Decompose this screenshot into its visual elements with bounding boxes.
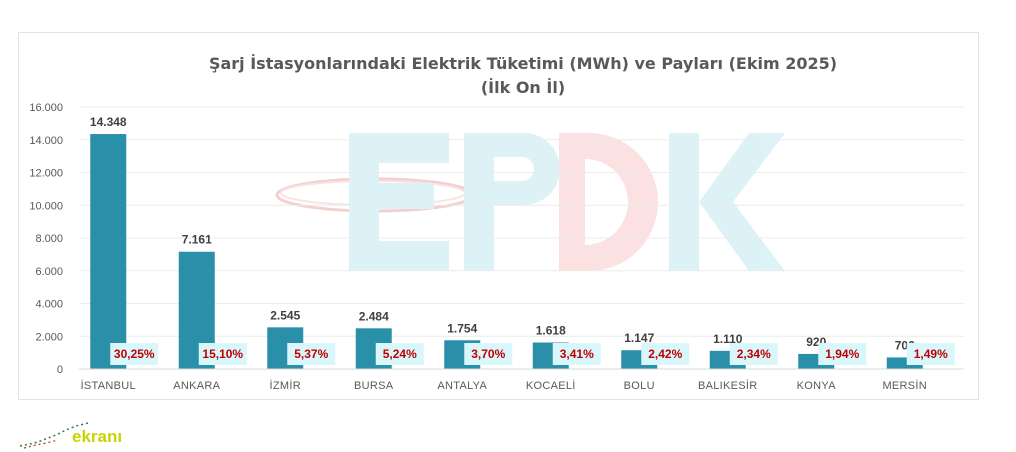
share-label: 1,49% (914, 347, 948, 361)
share-label-box (641, 343, 690, 365)
category-label: KOCAELİ (526, 379, 576, 392)
share-label-box (287, 343, 336, 365)
share-label-box (552, 343, 601, 365)
value-label: 2.484 (359, 309, 389, 323)
share-label-box (729, 343, 778, 365)
value-label: 1.754 (447, 321, 477, 335)
logo-text: ekranı (72, 427, 122, 446)
share-label-box (906, 343, 955, 365)
bar-chart: Şarj İstasyonlarındaki Elektrik Tüketimi… (29, 54, 964, 392)
data-labels: 14.348 30,25% 7.161 15,10% 2.545 5,37% 2.484 5,… (90, 115, 955, 365)
chart-frame: Şarj İstasyonlarındaki Elektrik Tüketimi… (18, 32, 979, 400)
share-label: 15,10% (202, 347, 243, 361)
y-tick-label: 16.000 (29, 102, 63, 114)
category-label: BOLU (624, 380, 655, 392)
value-label: 14.348 (90, 115, 127, 129)
y-tick-label: 0 (57, 364, 63, 376)
share-label-box (818, 343, 867, 365)
category-label: ANTALYA (437, 380, 487, 392)
value-label: 1.618 (536, 324, 566, 338)
value-label: 1.147 (624, 331, 654, 345)
value-label: 7.161 (182, 233, 212, 247)
category-label: İZMİR (270, 379, 301, 392)
category-label: İSTANBUL (81, 379, 136, 392)
y-tick-label: 8.000 (35, 233, 63, 245)
y-tick-label: 2.000 (35, 331, 63, 343)
share-label: 3,41% (560, 347, 594, 361)
category-label: BURSA (354, 380, 394, 392)
value-label: 2.545 (270, 308, 300, 322)
bar (886, 357, 923, 369)
share-label: 2,34% (737, 347, 771, 361)
gridlines (79, 106, 964, 337)
category-label: BALIKESİR (698, 379, 758, 392)
x-axis: İSTANBUL ANKARA İZMİR BURSA ANTALYA KOCAELİ BO… (81, 379, 927, 392)
y-tick-label: 10.000 (29, 200, 63, 212)
share-label: 3,70% (471, 347, 505, 361)
chart-title: Şarj İstasyonlarındaki Elektrik Tüketimi… (209, 54, 837, 73)
value-label: 1.110 (713, 332, 743, 346)
share-label: 1,94% (825, 347, 859, 361)
share-label: 5,37% (294, 347, 328, 361)
y-tick-label: 6.000 (35, 266, 63, 278)
y-axis: 0 2.000 4.000 6.000 8.000 10.000 12.000 14.000 1… (29, 102, 63, 376)
chart-subtitle: (İlk On İl) (481, 78, 565, 97)
category-label: KONYA (797, 380, 837, 392)
category-label: MERSİN (882, 379, 927, 392)
bar (90, 134, 127, 369)
ekrani-logo: ekranı (19, 422, 122, 449)
share-label: 5,24% (383, 347, 417, 361)
share-label-box (375, 343, 424, 365)
y-tick-label: 4.000 (35, 299, 63, 311)
share-label-box (464, 343, 513, 365)
share-label-box (198, 343, 247, 365)
category-label: ANKARA (173, 380, 220, 392)
epdk-watermark (275, 133, 785, 271)
y-tick-label: 12.000 (29, 168, 63, 180)
share-label: 30,25% (114, 347, 155, 361)
y-tick-label: 14.000 (29, 135, 63, 147)
share-label: 2,42% (648, 347, 682, 361)
bars (90, 134, 923, 369)
share-label-box (110, 343, 159, 365)
